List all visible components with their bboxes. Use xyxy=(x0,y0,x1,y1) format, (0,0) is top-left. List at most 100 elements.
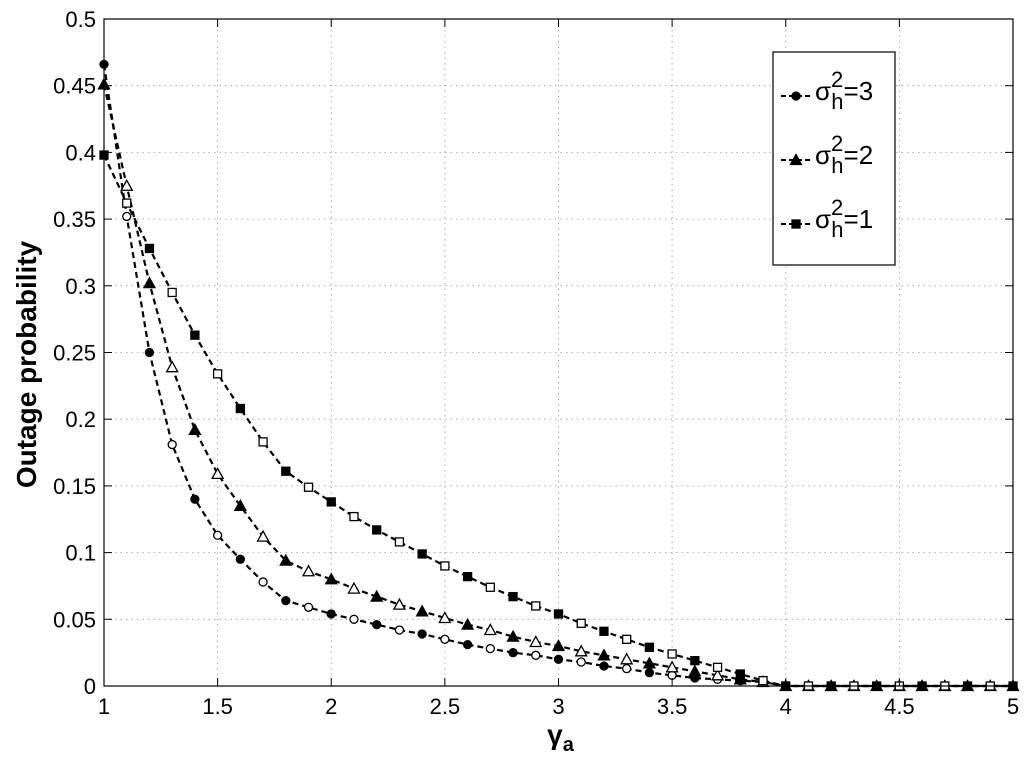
legend-label-sigma: σ xyxy=(815,140,831,170)
data-point-circle xyxy=(349,614,359,624)
legend-label-subscript: h xyxy=(831,153,843,178)
axis-ticks: 1 1.5 2 2.5 3 3.5 4 4.5 5 0 0.05 0.1 0.15 0.2 0.25 0.3 0… xyxy=(53,7,1019,719)
data-point-square xyxy=(576,618,586,628)
x-axis-title-symbol: γ xyxy=(547,719,563,750)
data-point-triangle xyxy=(188,423,202,436)
legend-entry-triangle: σ2 h=2 xyxy=(781,131,873,178)
data-point-circle xyxy=(553,654,564,664)
data-point-square xyxy=(235,403,246,414)
data-point-circle xyxy=(622,664,632,674)
legend-label-subscript: h xyxy=(831,217,843,242)
data-point-circle xyxy=(485,643,495,654)
legend-label-sigma: σ xyxy=(815,204,831,234)
data-point-triangle xyxy=(597,648,611,661)
data-point-square xyxy=(690,656,700,666)
x-tick-label: 3.5 xyxy=(657,694,688,719)
y-tick-label: 0.1 xyxy=(65,541,96,566)
legend-marker-circle xyxy=(791,91,801,101)
data-point-square xyxy=(667,649,677,659)
data-point-circle xyxy=(258,577,268,587)
data-point-square xyxy=(440,561,450,571)
data-point-triangle xyxy=(529,635,543,648)
data-point-circle xyxy=(144,347,155,358)
data-point-square xyxy=(122,198,132,208)
data-point-circle xyxy=(462,639,473,650)
data-point-triangle xyxy=(165,360,179,373)
x-tick-label: 4 xyxy=(780,694,792,719)
plot-series xyxy=(97,59,1020,692)
data-point-square xyxy=(553,609,564,619)
data-point-triangle xyxy=(665,660,679,673)
x-tick-label: 4.5 xyxy=(884,694,915,719)
data-point-triangle xyxy=(688,664,702,677)
legend-marker-triangle xyxy=(789,153,803,166)
y-tick-label: 0.3 xyxy=(65,274,96,299)
x-axis-title: γa xyxy=(547,719,575,756)
legend-label-sigma: σ xyxy=(815,76,831,106)
data-point-triangle xyxy=(574,644,588,657)
data-point-square xyxy=(508,591,518,602)
x-tick-label: 1.5 xyxy=(202,694,233,719)
data-point-square xyxy=(281,466,291,476)
data-point-circle xyxy=(190,494,200,504)
data-point-square xyxy=(735,669,745,679)
data-point-square xyxy=(485,582,495,592)
data-point-triangle xyxy=(506,629,520,642)
legend: σ2 h=3σ2 h=2σ2 h=1 xyxy=(772,51,896,266)
y-tick-label: 0.05 xyxy=(53,607,96,632)
data-point-triangle xyxy=(438,611,452,624)
legend-entry-square: σ2 h=1 xyxy=(781,195,873,242)
legend-label: σ2 h=3 xyxy=(815,67,873,114)
y-tick-label: 0 xyxy=(84,674,96,699)
legend-label-subscript: h xyxy=(831,89,843,114)
data-point-circle xyxy=(644,668,655,678)
y-tick-label: 0.15 xyxy=(53,474,96,499)
data-point-square xyxy=(712,662,723,672)
data-point-triangle xyxy=(324,572,338,585)
data-point-square xyxy=(258,437,268,447)
data-point-square xyxy=(758,676,768,686)
y-tick-label: 0.45 xyxy=(53,74,96,99)
data-point-circle xyxy=(372,619,382,630)
legend-label-value: =2 xyxy=(844,140,874,170)
x-tick-label: 2.5 xyxy=(430,694,461,719)
y-axis-title: Outage probability xyxy=(11,240,42,488)
data-point-square xyxy=(303,482,314,492)
data-point-square xyxy=(394,537,405,547)
data-point-circle xyxy=(326,609,336,619)
data-point-triangle xyxy=(620,652,634,665)
data-point-triangle xyxy=(256,529,270,542)
data-point-triangle xyxy=(461,617,475,630)
data-point-triangle xyxy=(347,581,361,594)
data-point-circle xyxy=(508,648,518,658)
data-point-triangle xyxy=(211,467,225,480)
legend-label-superscript: 2 xyxy=(831,67,843,92)
data-point-circle xyxy=(576,657,586,667)
x-tick-label: 2 xyxy=(325,694,337,719)
data-point-triangle xyxy=(142,276,157,289)
data-point-circle xyxy=(167,439,177,450)
data-point-triangle xyxy=(710,668,725,681)
data-point-square xyxy=(167,287,177,298)
legend-entry-circle: σ2 h=3 xyxy=(781,67,873,114)
data-point-square xyxy=(462,571,473,582)
data-point-circle xyxy=(599,661,609,671)
legend-label: σ2 h=2 xyxy=(815,131,873,178)
data-point-circle xyxy=(281,595,291,606)
data-point-circle xyxy=(440,634,450,644)
data-point-square xyxy=(144,243,155,254)
data-point-circle xyxy=(122,211,132,222)
data-point-triangle xyxy=(370,589,384,602)
data-point-circle xyxy=(235,554,246,564)
data-point-triangle xyxy=(551,639,566,652)
data-point-triangle xyxy=(392,597,407,610)
x-tick-label: 1 xyxy=(98,694,110,719)
data-point-circle xyxy=(394,625,405,635)
data-point-square xyxy=(531,601,541,611)
data-point-square xyxy=(417,549,427,559)
data-point-triangle xyxy=(120,178,134,191)
data-point-square xyxy=(372,525,382,535)
data-point-triangle xyxy=(279,553,293,566)
y-tick-label: 0.5 xyxy=(65,7,96,32)
